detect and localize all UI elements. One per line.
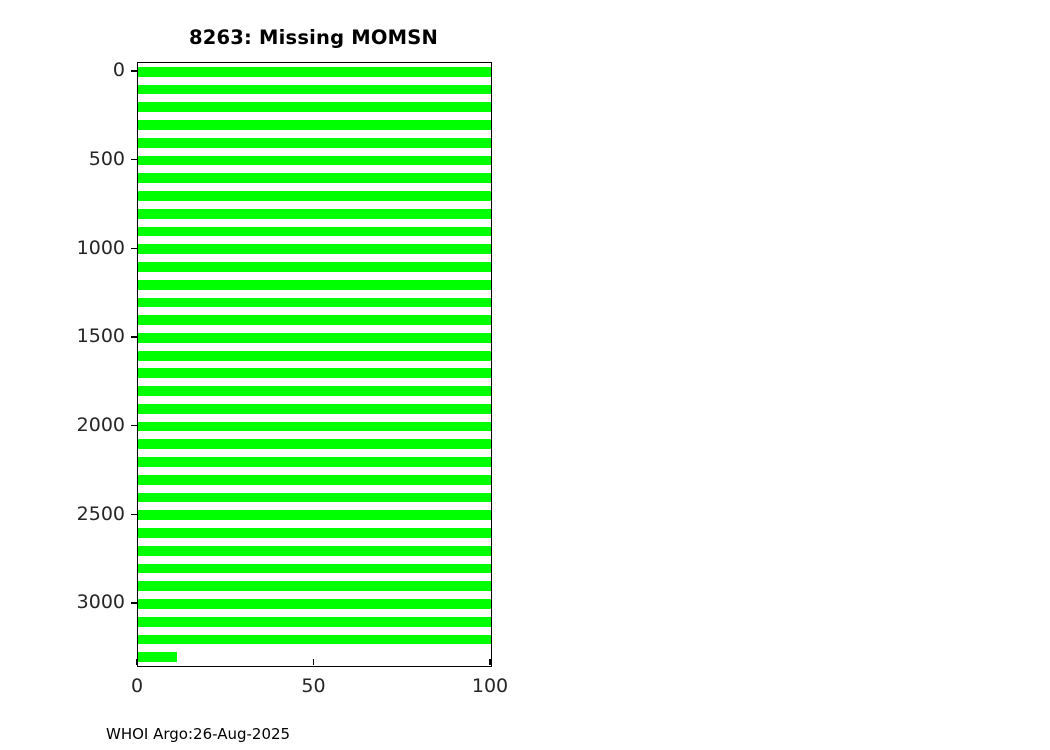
y-tick-mark (131, 513, 137, 515)
bar (138, 403, 491, 414)
x-tick-mark (312, 659, 315, 665)
bar (138, 84, 491, 95)
y-tick-label: 2000 (76, 414, 125, 437)
y-tick-mark (131, 602, 137, 604)
bar (138, 226, 491, 237)
y-tick-label: 500 (88, 148, 125, 171)
bar (138, 279, 491, 290)
bars-layer (138, 63, 491, 666)
y-tick-label: 0 (112, 59, 125, 82)
bar (138, 368, 491, 379)
y-tick-label: 1000 (76, 236, 125, 259)
bar (138, 652, 177, 662)
x-tick-label: 0 (130, 675, 144, 697)
y-tick-label: 1500 (76, 325, 125, 348)
bar (138, 191, 491, 201)
footer-credit: WHOI Argo:26-Aug-2025 (106, 725, 291, 743)
bar (138, 315, 491, 326)
bar (138, 616, 491, 627)
y-tick-mark (131, 424, 137, 427)
bar (138, 581, 491, 592)
bar (138, 297, 491, 308)
bar (138, 386, 491, 396)
y-tick-label: 3000 (76, 591, 125, 614)
bar (138, 563, 491, 574)
page-title: 8263: Missing MOMSN (188, 26, 439, 49)
bar (138, 120, 491, 130)
plot-area (137, 62, 492, 667)
bar (138, 634, 491, 645)
bar (138, 173, 491, 184)
x-tick-label: 50 (301, 675, 326, 697)
bar (138, 510, 491, 521)
y-tick-mark (131, 70, 137, 72)
x-tick-label: 100 (471, 675, 509, 697)
bar (138, 155, 491, 166)
bar (138, 439, 491, 450)
bar (138, 350, 491, 361)
bar (138, 457, 491, 467)
bar (138, 474, 491, 485)
bar (138, 599, 491, 609)
bar (138, 333, 491, 343)
bar (138, 102, 491, 113)
bar (138, 545, 491, 556)
y-tick-label: 2500 (76, 502, 125, 525)
y-tick-mark (131, 158, 137, 161)
bar (138, 66, 491, 77)
bar (138, 421, 491, 432)
bar (138, 492, 491, 503)
bar (138, 262, 491, 272)
x-tick-mark (489, 659, 491, 665)
bar (138, 528, 491, 538)
bar (138, 244, 491, 255)
y-tick-mark (131, 247, 137, 249)
bar (138, 208, 491, 219)
x-tick-mark (136, 659, 138, 665)
bar (138, 137, 491, 148)
y-tick-mark (131, 336, 137, 338)
